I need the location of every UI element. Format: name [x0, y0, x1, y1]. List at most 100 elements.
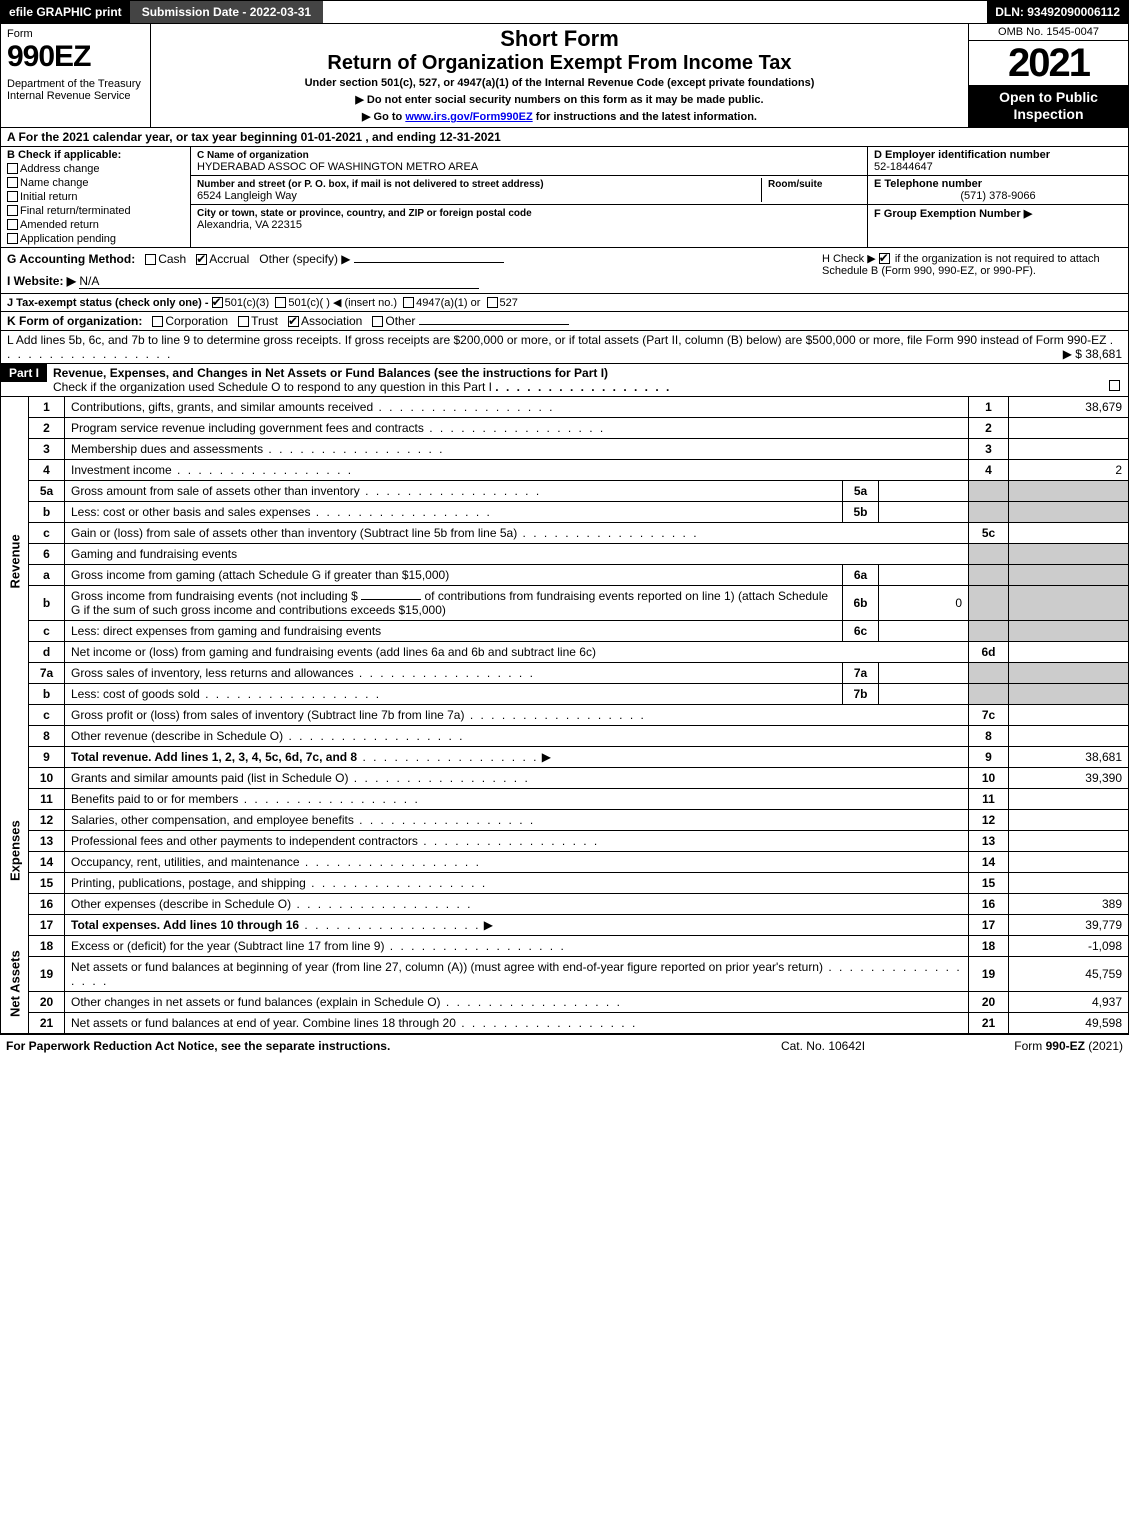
j-501c-check[interactable]: [275, 297, 286, 308]
line-11: 11Benefits paid to or for members11: [1, 788, 1129, 809]
line-18: Net Assets18Excess or (deficit) for the …: [1, 935, 1129, 956]
j-4947-check[interactable]: [403, 297, 414, 308]
l-text: L Add lines 5b, 6c, and 7b to line 9 to …: [7, 333, 1106, 347]
part1-checkbox[interactable]: [1109, 380, 1120, 391]
val-1: 38,679: [1009, 397, 1129, 418]
org-city: Alexandria, VA 22315: [197, 219, 302, 231]
e-row: E Telephone number (571) 378-9066: [868, 176, 1128, 205]
note2-post: for instructions and the latest informat…: [533, 111, 757, 123]
k-corp-check[interactable]: [152, 316, 163, 327]
j-501c: 501(c)( ) ◀ (insert no.): [288, 297, 397, 309]
g-label: G Accounting Method:: [7, 252, 135, 266]
form-subtitle: Under section 501(c), 527, or 4947(a)(1)…: [157, 77, 962, 89]
part1-label: Part I: [1, 364, 47, 382]
page-footer: For Paperwork Reduction Act Notice, see …: [0, 1034, 1129, 1057]
e-label: E Telephone number: [874, 178, 982, 190]
note-ssn: ▶ Do not enter social security numbers o…: [157, 93, 962, 106]
line-1: Revenue 1 Contributions, gifts, grants, …: [1, 397, 1129, 418]
k-trust-check[interactable]: [238, 316, 249, 327]
efile-label[interactable]: efile GRAPHIC print: [1, 1, 130, 23]
footer-right: Form 990-EZ (2021): [923, 1039, 1123, 1053]
h-check[interactable]: [879, 253, 890, 264]
k-trust: Trust: [251, 314, 278, 328]
g-accrual: Accrual: [209, 252, 249, 266]
h-pre: H Check ▶: [822, 253, 879, 265]
omb-number: OMB No. 1545-0047: [969, 24, 1128, 41]
c-name-label: C Name of organization: [197, 150, 309, 161]
b-opt-amended[interactable]: Amended return: [7, 219, 184, 231]
line-14: 14Occupancy, rent, utilities, and mainte…: [1, 851, 1129, 872]
h-box: H Check ▶ if the organization is not req…: [822, 252, 1122, 277]
form-number: 990EZ: [7, 40, 144, 74]
header-mid: Short Form Return of Organization Exempt…: [151, 24, 968, 127]
k-other-check[interactable]: [372, 316, 383, 327]
c-name-row: C Name of organization HYDERABAD ASSOC O…: [191, 147, 867, 176]
line-4: 4Investment income42: [1, 459, 1129, 480]
g-other: Other (specify) ▶: [259, 252, 350, 266]
b-opt-name[interactable]: Name change: [7, 177, 184, 189]
line-6c: cLess: direct expenses from gaming and f…: [1, 620, 1129, 641]
b-header: B Check if applicable:: [7, 149, 184, 161]
line-5b: bLess: cost or other basis and sales exp…: [1, 501, 1129, 522]
j-527-check[interactable]: [487, 297, 498, 308]
line-20: 20Other changes in net assets or fund ba…: [1, 991, 1129, 1012]
k-assoc-check[interactable]: [288, 316, 299, 327]
i-label: I Website: ▶: [7, 274, 76, 288]
line-6a: aGross income from gaming (attach Schedu…: [1, 564, 1129, 585]
footer-left: For Paperwork Reduction Act Notice, see …: [6, 1039, 723, 1053]
b-opt-final[interactable]: Final return/terminated: [7, 205, 184, 217]
b-opt-pending[interactable]: Application pending: [7, 233, 184, 245]
k-assoc: Association: [301, 314, 362, 328]
col-def: D Employer identification number 52-1844…: [868, 147, 1128, 247]
block-ghi: G Accounting Method: Cash Accrual Other …: [0, 248, 1129, 294]
b-opt-initial[interactable]: Initial return: [7, 191, 184, 203]
k-other: Other: [385, 314, 415, 328]
line-7a: 7aGross sales of inventory, less returns…: [1, 662, 1129, 683]
desc-1: Contributions, gifts, grants, and simila…: [65, 397, 969, 418]
part1-title: Revenue, Expenses, and Changes in Net As…: [53, 366, 608, 380]
row-a: A For the 2021 calendar year, or tax yea…: [0, 128, 1129, 147]
block-bcdef: B Check if applicable: Address change Na…: [0, 147, 1129, 248]
note-link: ▶ Go to www.irs.gov/Form990EZ for instru…: [157, 110, 962, 123]
k-corp: Corporation: [165, 314, 228, 328]
line-21: 21Net assets or fund balances at end of …: [1, 1012, 1129, 1033]
ln-1: 1: [29, 397, 65, 418]
side-expenses: Expenses: [1, 767, 29, 935]
j-4947: 4947(a)(1) or: [416, 297, 480, 309]
header-right: OMB No. 1545-0047 2021 Open to Public In…: [968, 24, 1128, 127]
b-opt-address[interactable]: Address change: [7, 163, 184, 175]
line-6: 6Gaming and fundraising events: [1, 543, 1129, 564]
line-12: 12Salaries, other compensation, and empl…: [1, 809, 1129, 830]
line-10: Expenses10Grants and similar amounts pai…: [1, 767, 1129, 788]
part1-check-text: Check if the organization used Schedule …: [53, 380, 492, 394]
irs-link[interactable]: www.irs.gov/Form990EZ: [405, 111, 532, 123]
j-501c3: 501(c)(3): [225, 297, 270, 309]
line-16: 16Other expenses (describe in Schedule O…: [1, 893, 1129, 914]
line-17: 17Total expenses. Add lines 10 through 1…: [1, 914, 1129, 935]
top-bar: efile GRAPHIC print Submission Date - 20…: [0, 0, 1129, 24]
j-501c3-check[interactable]: [212, 297, 223, 308]
form-header: Form 990EZ Department of the Treasury In…: [0, 24, 1129, 128]
c-room-label: Room/suite: [768, 179, 822, 190]
form-title: Return of Organization Exempt From Incom…: [157, 52, 962, 75]
c-city-row: City or town, state or province, country…: [191, 205, 867, 233]
row-j: J Tax-exempt status (check only one) - 5…: [0, 294, 1129, 312]
line-15: 15Printing, publications, postage, and s…: [1, 872, 1129, 893]
telephone: (571) 378-9066: [874, 190, 1122, 202]
line-3: 3Membership dues and assessments3: [1, 438, 1129, 459]
header-left: Form 990EZ Department of the Treasury In…: [1, 24, 151, 127]
k-other-input[interactable]: [419, 324, 569, 325]
g-cash-check[interactable]: [145, 254, 156, 265]
line-19: 19Net assets or fund balances at beginni…: [1, 956, 1129, 991]
col-1: 1: [969, 397, 1009, 418]
line-2: 2Program service revenue including gover…: [1, 417, 1129, 438]
org-name: HYDERABAD ASSOC OF WASHINGTON METRO AREA: [197, 161, 478, 173]
l-value: ▶ $ 38,681: [1063, 347, 1122, 361]
dln: DLN: 93492090006112: [987, 1, 1128, 23]
g-other-input[interactable]: [354, 262, 504, 263]
department: Department of the Treasury Internal Reve…: [7, 78, 144, 102]
g-accrual-check[interactable]: [196, 254, 207, 265]
c-city-label: City or town, state or province, country…: [197, 208, 532, 219]
col-b: B Check if applicable: Address change Na…: [1, 147, 191, 247]
side-netassets: Net Assets: [1, 935, 29, 1033]
